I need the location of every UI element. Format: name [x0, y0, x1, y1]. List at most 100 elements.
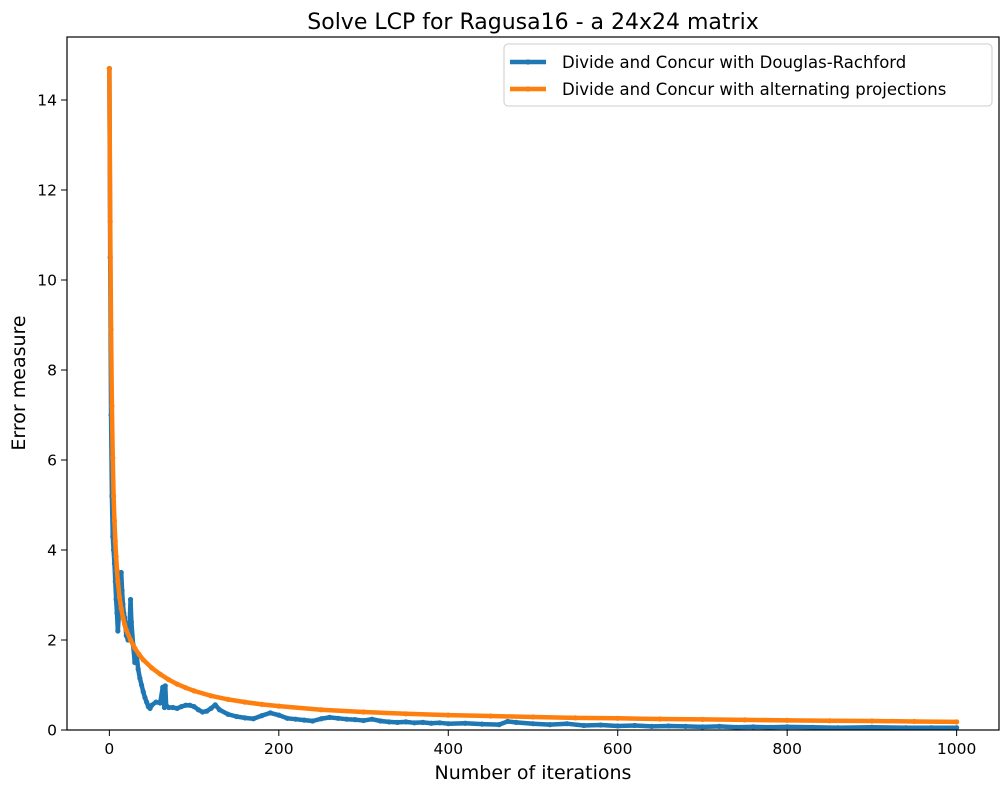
- data-point: [428, 720, 434, 726]
- data-point: [170, 704, 176, 711]
- data-point: [142, 695, 148, 701]
- data-point: [127, 596, 134, 603]
- legend-marker: [525, 86, 531, 92]
- series-line: [107, 66, 959, 725]
- data-point: [954, 725, 960, 731]
- legend: Divide and Concur with Douglas-Rachford D…: [503, 43, 993, 107]
- data-point: [360, 717, 367, 724]
- data-point: [581, 722, 587, 729]
- data-point: [183, 702, 189, 708]
- data-point: [149, 665, 155, 671]
- data-point: [114, 567, 120, 573]
- data-point: [208, 693, 214, 699]
- y-tick-label: 4: [47, 542, 57, 560]
- y-tick-label: 12: [37, 182, 57, 200]
- data-point: [445, 712, 451, 718]
- data-point: [199, 709, 206, 715]
- data-point: [242, 715, 248, 721]
- data-point: [123, 627, 129, 633]
- data-point: [911, 718, 917, 725]
- data-point: [360, 709, 367, 715]
- data-point: [174, 705, 180, 712]
- data-point: [128, 619, 134, 625]
- data-point: [513, 719, 519, 725]
- data-point: [191, 704, 197, 710]
- data-point: [869, 724, 875, 730]
- data-point: [496, 722, 502, 728]
- x-tick-label: 800: [772, 740, 802, 758]
- x-axis: 0 200 400 600 800 1000: [104, 730, 976, 758]
- data-point: [767, 724, 773, 730]
- x-tick-label: 400: [433, 740, 463, 758]
- y-axis-label: Error measure: [8, 315, 30, 450]
- data-point: [225, 696, 231, 703]
- data-point: [682, 723, 689, 730]
- data-point: [109, 403, 115, 409]
- data-point: [137, 675, 143, 681]
- data-point: [259, 713, 265, 719]
- data-point: [826, 718, 833, 724]
- data-point: [208, 705, 214, 712]
- data-point: [114, 610, 120, 616]
- data-point: [132, 659, 138, 666]
- data-point: [954, 719, 960, 725]
- data-point: [699, 716, 706, 723]
- data-point: [174, 681, 180, 687]
- data-point: [403, 719, 409, 725]
- data-point: [301, 717, 307, 723]
- data-point: [352, 717, 358, 723]
- data-point: [479, 721, 485, 727]
- chart-title: Solve LCP for Ragusa16 - a 24x24 matrix: [307, 10, 758, 35]
- data-point: [166, 677, 172, 683]
- data-point: [750, 724, 756, 730]
- y-tick-label: 8: [47, 362, 57, 380]
- legend-label: Divide and Concur with alternating proje…: [562, 80, 946, 99]
- data-point: [386, 719, 392, 725]
- data-point: [411, 720, 417, 726]
- data-point: [157, 700, 163, 706]
- data-point: [106, 65, 112, 72]
- data-point: [284, 715, 290, 721]
- x-tick-label: 200: [264, 740, 294, 758]
- data-point: [108, 326, 114, 333]
- data-point: [318, 716, 324, 722]
- data-point: [153, 699, 159, 705]
- data-point: [488, 713, 494, 719]
- data-point: [462, 720, 468, 726]
- series-line: [107, 66, 959, 730]
- data-point: [530, 714, 536, 720]
- y-tick-label: 0: [47, 722, 57, 740]
- data-point: [127, 637, 134, 643]
- data-point: [116, 614, 122, 621]
- data-point: [903, 725, 909, 731]
- data-point: [276, 703, 282, 709]
- data-point: [191, 688, 197, 694]
- data-point: [335, 715, 341, 721]
- data-point: [276, 712, 282, 718]
- legend-box: [503, 43, 993, 107]
- data-point: [118, 569, 124, 576]
- data-point: [835, 725, 841, 731]
- data-point: [140, 689, 146, 695]
- x-tick-label: 1000: [937, 740, 976, 758]
- data-point: [110, 455, 116, 461]
- data-point: [149, 702, 155, 708]
- data-point: [144, 699, 150, 705]
- data-point: [327, 714, 333, 721]
- data-point: [136, 651, 142, 658]
- data-point: [112, 538, 118, 544]
- data-point: [115, 628, 121, 634]
- data-point: [564, 721, 570, 727]
- series-douglas-rachford: [106, 65, 960, 731]
- data-point: [111, 493, 117, 499]
- data-point: [869, 718, 875, 724]
- x-tick-label: 0: [104, 740, 114, 758]
- data-point: [204, 708, 210, 714]
- data-point: [242, 699, 248, 705]
- data-point: [649, 723, 655, 730]
- data-point: [111, 518, 118, 524]
- data-point: [699, 724, 706, 730]
- data-point: [547, 722, 553, 728]
- data-point: [116, 594, 123, 600]
